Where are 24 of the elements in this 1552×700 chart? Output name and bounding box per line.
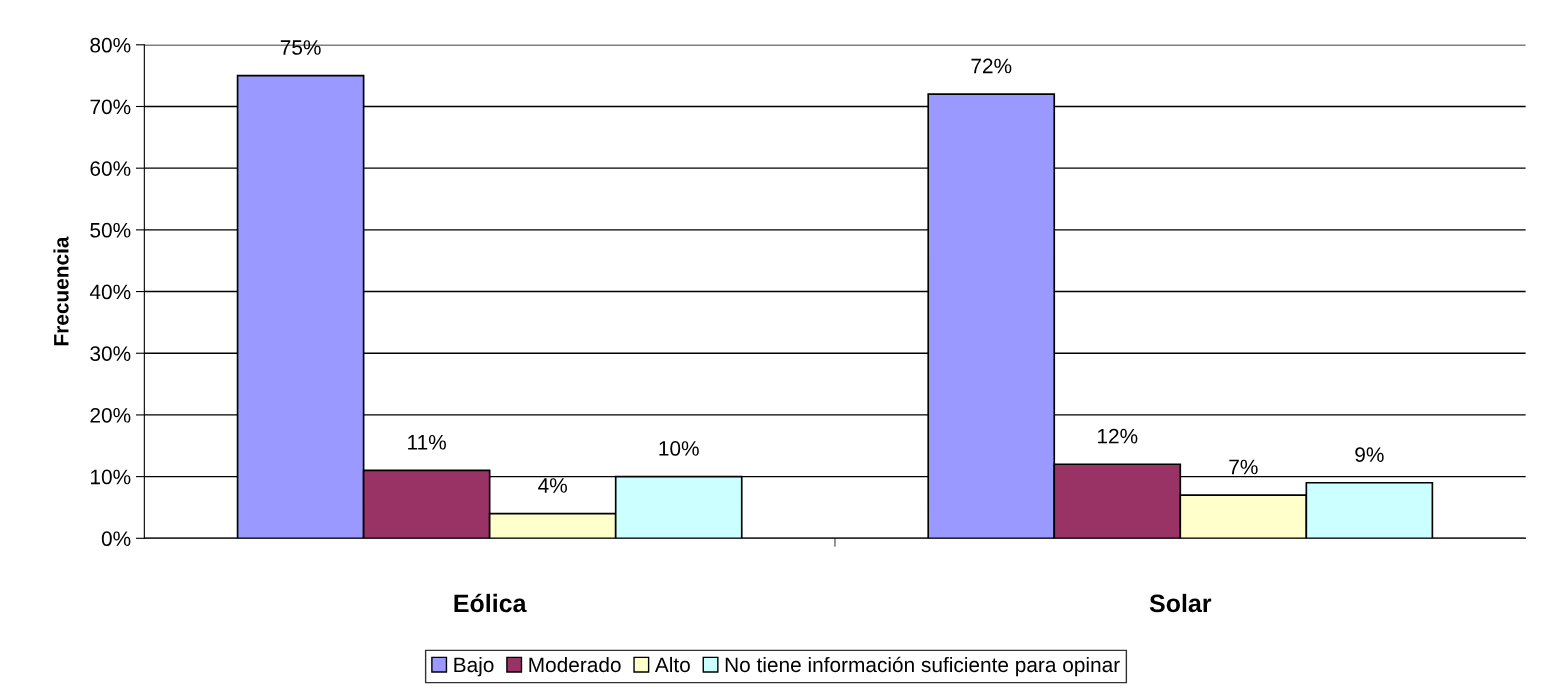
data-label: 12%: [1098, 428, 1138, 444]
y-tick-label: 60%: [90, 161, 131, 176]
data-label: 72%: [971, 58, 1012, 74]
y-tick-label: 0%: [101, 531, 131, 547]
data-label: 75%: [280, 40, 321, 55]
y-tick-label: 10%: [91, 469, 131, 485]
legend-label: Alto: [654, 656, 690, 673]
y-tick-label: 40%: [89, 284, 131, 300]
y-tick-label: 20%: [90, 407, 131, 423]
data-label: 9%: [1355, 447, 1384, 462]
y-tick-label: 30%: [90, 346, 131, 361]
data-label: 7%: [1229, 459, 1258, 475]
y-axis-title: Frecuencia: [53, 236, 69, 346]
x-tick-label: Eólica: [454, 593, 527, 613]
y-tick-label: 80%: [90, 37, 131, 53]
y-tick-label: 70%: [90, 99, 131, 115]
x-tick-label: Solar: [1149, 593, 1212, 613]
data-label: 11%: [408, 435, 446, 450]
legend-label: No tiene información suficiente para opinar: [725, 656, 1120, 677]
data-label: 10%: [659, 441, 699, 456]
y-tick-label: 50%: [90, 222, 131, 238]
legend-label: Moderado: [529, 656, 621, 673]
data-label: 4%: [538, 478, 567, 493]
legend-label: Bajo: [454, 656, 494, 677]
